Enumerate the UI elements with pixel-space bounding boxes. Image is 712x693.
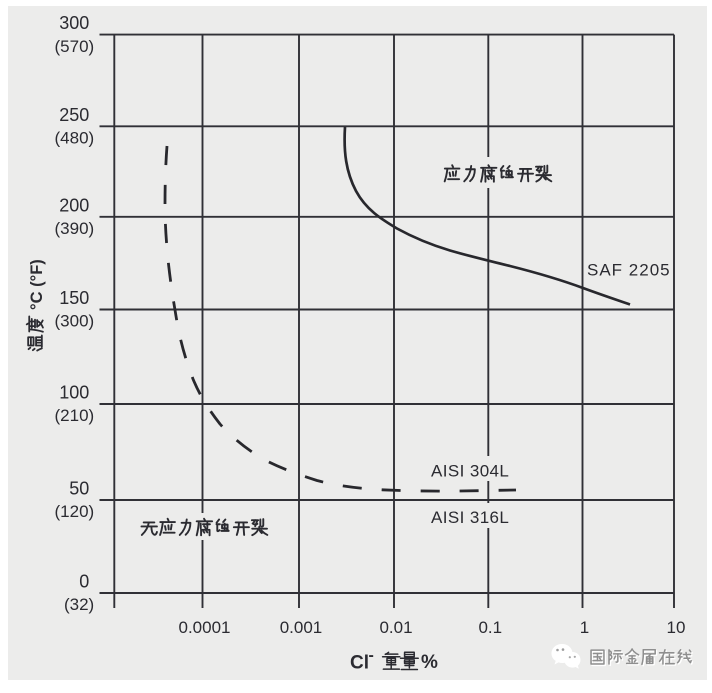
svg-text:Cl: Cl: [350, 653, 369, 674]
svg-text:(480): (480): [55, 129, 95, 148]
svg-text:(32): (32): [64, 595, 94, 614]
svg-text:-: -: [369, 647, 374, 664]
svg-text:0.001: 0.001: [280, 618, 323, 637]
svg-text:0: 0: [79, 572, 89, 592]
svg-text:AISI 304L: AISI 304L: [431, 462, 509, 481]
svg-text:(210): (210): [55, 406, 95, 425]
svg-text:0.0001: 0.0001: [179, 618, 231, 637]
svg-text:%: %: [421, 652, 438, 673]
svg-text:(300): (300): [55, 312, 95, 331]
svg-text:200: 200: [59, 195, 89, 215]
svg-text:50: 50: [69, 479, 89, 499]
svg-text:(570): (570): [55, 37, 95, 56]
svg-text:1: 1: [580, 618, 589, 637]
svg-text:10: 10: [667, 618, 686, 637]
svg-text:250: 250: [59, 105, 89, 125]
svg-text:(120): (120): [55, 502, 95, 521]
svg-text:0.1: 0.1: [478, 618, 502, 637]
svg-text:AISI 316L: AISI 316L: [431, 508, 509, 527]
svg-text:300: 300: [59, 13, 89, 33]
svg-text:SAF 2205: SAF 2205: [587, 261, 671, 280]
svg-text:(390): (390): [55, 219, 95, 238]
svg-text:100: 100: [59, 383, 89, 403]
svg-text:°C (°F): °C (°F): [28, 259, 46, 310]
svg-text:150: 150: [59, 288, 89, 308]
svg-text:0.01: 0.01: [379, 618, 412, 637]
